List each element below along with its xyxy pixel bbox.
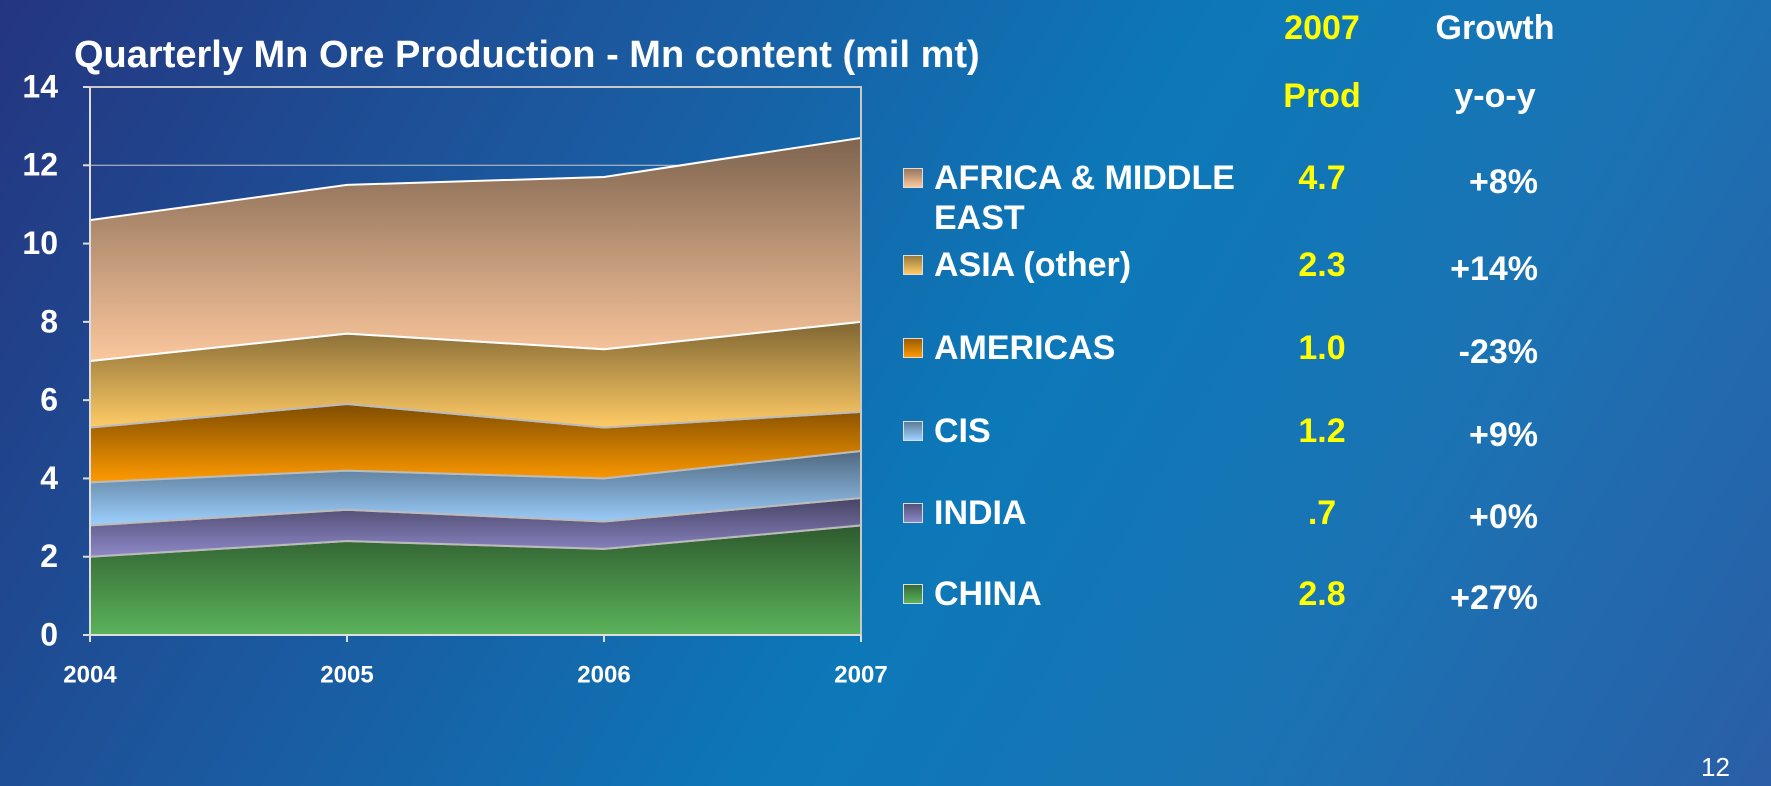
column-header: y-o-y (1454, 77, 1536, 115)
legend-item: ASIA (other) (903, 245, 1243, 285)
prod-value: 2.3 (1298, 246, 1346, 284)
legend-label: CHINA (934, 575, 1042, 613)
legend-item: INDIA (903, 493, 1243, 533)
x-tick-label: 2005 (320, 661, 373, 688)
y-tick-label: 12 (22, 147, 58, 183)
y-tick-label: 6 (40, 382, 58, 418)
prod-value: 1.0 (1298, 329, 1346, 367)
legend-swatch (903, 255, 923, 275)
legend-label: AMERICAS (934, 329, 1116, 367)
legend-swatch (903, 584, 923, 604)
growth-value: +0% (1469, 498, 1538, 536)
legend-item: CHINA (903, 574, 1243, 614)
legend-swatch (903, 168, 923, 188)
chart-title: Quarterly Mn Ore Production - Mn content… (74, 34, 980, 76)
y-tick-label: 0 (40, 616, 58, 652)
x-tick-label: 2004 (63, 661, 117, 688)
prod-value: 2.8 (1298, 575, 1346, 613)
legend-label: AFRICA & MIDDLE EAST (934, 159, 1235, 237)
y-tick-label: 10 (22, 225, 58, 261)
prod-value: 4.7 (1298, 159, 1346, 197)
growth-value: -23% (1458, 333, 1538, 371)
prod-value: .7 (1307, 494, 1337, 532)
y-tick-label: 8 (40, 303, 58, 339)
legend-swatch (903, 503, 923, 523)
y-tick-label: 14 (22, 68, 58, 104)
column-header: Growth (1435, 9, 1555, 47)
legend-item: AFRICA & MIDDLE EAST (903, 158, 1243, 238)
x-tick-label: 2006 (577, 661, 630, 688)
column-header: Prod (1283, 77, 1361, 115)
area (89, 136, 862, 363)
legend-item: AMERICAS (903, 328, 1243, 368)
legend-swatch (903, 338, 923, 358)
legend-label: CIS (934, 412, 991, 450)
growth-value: +9% (1469, 416, 1538, 454)
x-tick-label: 2007 (834, 661, 887, 688)
column-header: 2007 (1284, 9, 1360, 47)
legend-item: CIS (903, 411, 1243, 451)
prod-value: 1.2 (1298, 412, 1346, 450)
y-tick-label: 2 (40, 538, 58, 574)
growth-value: +27% (1450, 579, 1538, 617)
legend-label: ASIA (other) (934, 246, 1132, 284)
growth-value: +8% (1469, 163, 1538, 201)
y-tick-label: 4 (40, 460, 58, 496)
legend-label: INDIA (934, 494, 1027, 532)
page-number: 12 (1701, 752, 1730, 782)
legend-swatch (903, 421, 923, 441)
growth-value: +14% (1450, 250, 1538, 288)
